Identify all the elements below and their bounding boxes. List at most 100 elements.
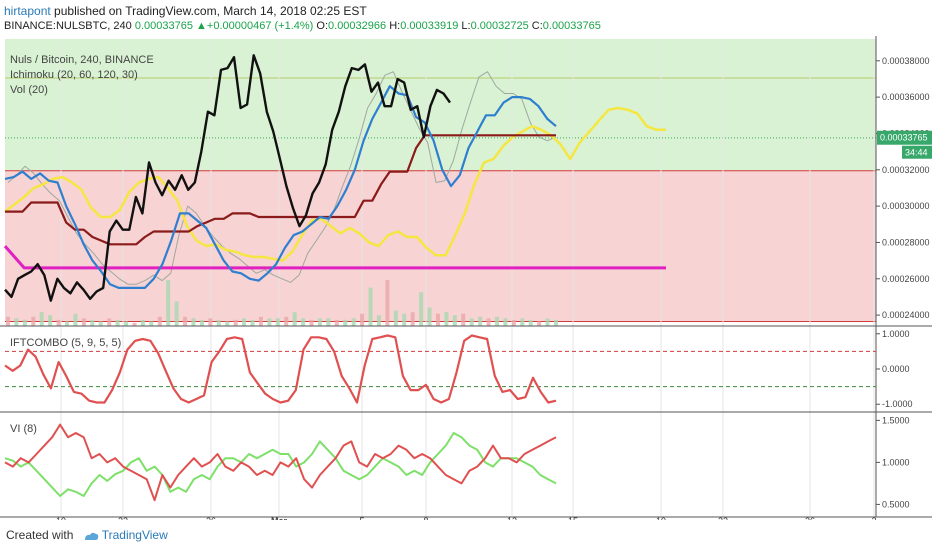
legend-iftcombo[interactable]: IFTCOMBO (5, 9, 5, 5): [10, 337, 122, 349]
volume-bar: [520, 318, 525, 326]
volume-bar: [174, 301, 179, 326]
volume-bar: [478, 316, 483, 326]
volume-bar: [81, 318, 86, 326]
x-tick-label: 19: [56, 516, 66, 520]
price-badge: [877, 130, 932, 145]
x-tick-label: 5: [359, 516, 364, 520]
ift-tick-label: -1.0000: [882, 399, 913, 409]
volume-bar: [242, 318, 247, 326]
volume-bar: [309, 319, 314, 326]
close-series: [7, 71, 557, 285]
volume-bar: [284, 316, 289, 326]
green-zone: [5, 39, 876, 171]
volume-bar: [435, 313, 440, 326]
x-tick-label: 19: [656, 516, 666, 520]
volume-bar: [537, 321, 542, 326]
volume-bar: [22, 319, 27, 326]
volume-bar: [124, 321, 129, 326]
price-change: +0.00000467 (+1.4%): [206, 20, 314, 32]
volume-bar: [166, 280, 171, 326]
volume-bar: [39, 312, 44, 326]
open-label: O:: [316, 20, 329, 32]
y-tick-label: 0.00038000: [882, 56, 930, 66]
x-tick-label: 22: [118, 516, 128, 520]
high-value: 0.00033919: [400, 20, 459, 32]
volume-bar: [73, 313, 78, 326]
volume-bar: [419, 292, 424, 326]
x-tick-label: 2: [871, 516, 876, 520]
volume-bar: [351, 318, 356, 326]
volume-bar: [225, 321, 230, 326]
volume-bar: [402, 313, 407, 326]
volume-bar: [511, 319, 516, 326]
volume-bar: [208, 318, 213, 326]
volume-bar: [115, 319, 120, 326]
volume-bar: [444, 312, 449, 326]
vi-plus-line: [4, 432, 557, 497]
volume-bar: [494, 316, 499, 326]
legend-title[interactable]: Nuls / Bitcoin, 240, BINANCE: [10, 54, 154, 66]
volume-bar: [250, 319, 255, 326]
published-text: published on TradingView.com, March 14, …: [54, 4, 367, 18]
chikou-line: [4, 54, 451, 302]
volume-bar: [258, 316, 263, 326]
tradingview-link[interactable]: TradingView: [101, 528, 168, 542]
ift-tick-label: 1.0000: [882, 329, 910, 339]
vi-tick-label: 1.5000: [882, 415, 910, 425]
volume-bar: [343, 319, 348, 326]
volume-bar: [107, 318, 112, 326]
high-label: H:: [389, 20, 401, 32]
legend-ichimoku[interactable]: Ichimoku (20, 60, 120, 30): [10, 69, 138, 81]
x-tick-label: 15: [568, 516, 578, 520]
volume-bar: [368, 287, 373, 326]
volume-bar: [503, 318, 508, 326]
last-price: 0.00033765: [134, 20, 193, 32]
ift-tick-label: 0.0000: [882, 364, 910, 374]
volume-bar: [267, 318, 272, 326]
volume-bar: [545, 318, 550, 326]
open-value: 0.00032966: [328, 20, 387, 32]
volume-bar: [56, 319, 61, 326]
legend-vi[interactable]: VI (8): [10, 423, 37, 435]
volume-bar: [31, 316, 36, 326]
senkou-a-line: [4, 106, 666, 262]
low-value: 0.00032725: [470, 20, 529, 32]
volume-bar: [301, 318, 306, 326]
legend-volume[interactable]: Vol (20): [10, 84, 48, 96]
tenkan-line: [4, 85, 557, 289]
symbol-header: BINANCE:NULSBTC, 240 0.00033765 ▲+0.0000…: [4, 20, 601, 32]
volume-bar: [326, 318, 331, 326]
x-tick-label: 26: [206, 516, 216, 520]
volume-bar: [393, 310, 398, 326]
y-tick-label: 0.00024000: [882, 310, 930, 320]
volume-bar: [149, 321, 154, 326]
x-tick-label: 12: [507, 516, 517, 520]
volume-bar: [191, 318, 196, 326]
tradingview-logo-icon: [84, 532, 98, 540]
low-label: L:: [461, 20, 471, 32]
volume-bar: [6, 316, 10, 326]
price-badge-text: 0.00033765: [880, 133, 928, 143]
volume-bar: [14, 318, 19, 326]
volume-bar: [132, 322, 137, 326]
red-zone: [5, 170, 876, 322]
volume-bar: [140, 319, 145, 326]
volume-bar: [98, 321, 103, 326]
volume-bar: [334, 319, 339, 326]
vi-tick-label: 0.5000: [882, 499, 910, 509]
countdown-text: 34:44: [905, 148, 928, 158]
y-tick-label: 0.00032000: [882, 165, 930, 175]
volume-bar: [469, 318, 474, 326]
y-tick-label: 0.00028000: [882, 237, 930, 247]
chart-area[interactable]: 19 22 26 Mar 5 8 12 15 19 22 26 2 0.00038000 0.000360…: [0, 36, 932, 520]
volume-bar: [528, 319, 533, 326]
author-link[interactable]: hirtapont: [4, 4, 51, 18]
volume-bar: [90, 319, 95, 326]
volume-bar: [292, 312, 297, 326]
y-tick-label: 0.00036000: [882, 92, 930, 102]
volume-bar: [233, 319, 238, 326]
symbol-label: BINANCE:NULSBTC, 240: [4, 20, 132, 32]
ift-line: [4, 334, 557, 404]
volume-bar: [461, 313, 466, 326]
y-tick-label: 0.00026000: [882, 274, 930, 284]
